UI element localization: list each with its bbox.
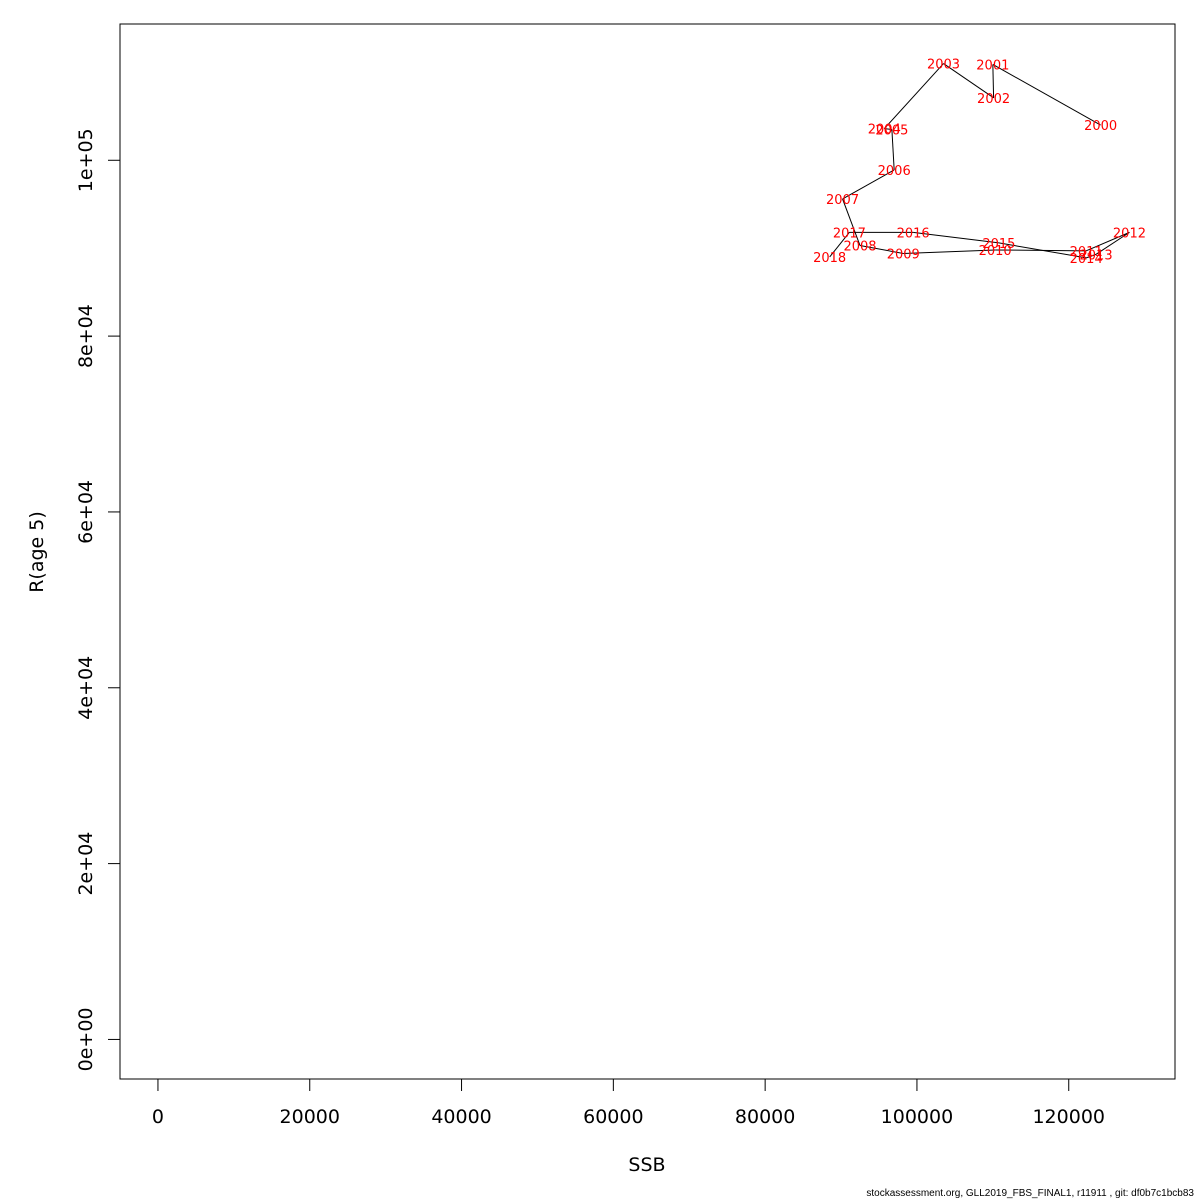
path-segment-2013-2014	[1086, 253, 1097, 259]
x-tick-label: 0	[152, 1106, 164, 1128]
y-tick-label: 8e+04	[75, 304, 97, 368]
path-segment-2015-2016	[913, 231, 999, 244]
x-tick-label: 80000	[735, 1106, 795, 1128]
point-label-2011: 2011	[1070, 245, 1103, 260]
point-label-2007: 2007	[826, 193, 859, 208]
x-tick-label: 60000	[583, 1106, 643, 1128]
point-label-2012: 2012	[1113, 226, 1146, 241]
path-segment-2009-2010	[903, 249, 996, 254]
x-tick-label: 100000	[881, 1106, 954, 1128]
point-label-2009: 2009	[887, 247, 920, 262]
path-segment-2004-2005	[884, 128, 892, 130]
path-segment-2002-2003	[943, 63, 994, 99]
point-label-2018: 2018	[813, 251, 846, 266]
x-tick-label: 20000	[280, 1106, 340, 1128]
y-tick-label: 4e+04	[75, 656, 97, 720]
y-axis-title: R(age 5)	[26, 511, 48, 593]
x-tick-label: 120000	[1032, 1106, 1105, 1128]
x-axis: 0 20000 40000 60000 80000 100000 120000	[152, 1078, 1105, 1128]
path-segment-2014-2015	[998, 242, 1087, 259]
point-label-2017: 2017	[833, 226, 866, 241]
plot-frame	[119, 23, 1176, 1080]
point-label-2008: 2008	[843, 240, 876, 255]
path-segment-2008-2009	[859, 245, 904, 254]
y-tick-label: 6e+04	[75, 480, 97, 544]
point-label-2006: 2006	[878, 164, 911, 179]
path-segment-2007-2008	[842, 198, 861, 246]
point-label-2015: 2015	[982, 237, 1015, 252]
ssb-recruitment-path	[829, 63, 1130, 259]
y-axis: 0e+00 2e+04 4e+04 6e+04 8e+04 1e+05	[75, 128, 121, 1072]
path-segment-2005-2006	[891, 129, 895, 170]
point-label-2003: 2003	[927, 58, 960, 73]
point-label-2000: 2000	[1084, 119, 1117, 134]
y-tick-label: 1e+05	[75, 128, 97, 192]
y-tick-label: 0e+00	[75, 1008, 97, 1072]
point-label-2016: 2016	[897, 226, 930, 241]
point-label-2014: 2014	[1070, 252, 1103, 267]
path-segment-2006-2007	[842, 169, 895, 200]
point-label-2002: 2002	[977, 92, 1010, 107]
y-tick-label: 2e+04	[75, 832, 97, 896]
point-label-2004: 2004	[868, 123, 901, 138]
x-axis-title: SSB	[628, 1154, 665, 1176]
point-label-2013: 2013	[1080, 248, 1113, 263]
point-label-2001: 2001	[976, 58, 1009, 73]
path-segment-2012-2013	[1095, 231, 1130, 255]
path-segment-2000-2001	[992, 64, 1101, 126]
footer-credit: stockassessment.org, GLL2019_FBS_FINAL1,…	[866, 1188, 1194, 1199]
path-segment-2011-2012	[1086, 231, 1130, 252]
path-segment-2003-2004	[883, 63, 944, 129]
path-segment-2001-2002	[992, 64, 995, 98]
point-label-2005: 2005	[875, 124, 908, 139]
path-segment-2017-2018	[829, 232, 850, 258]
x-tick-label: 40000	[431, 1106, 491, 1128]
point-label-2010: 2010	[979, 244, 1012, 259]
